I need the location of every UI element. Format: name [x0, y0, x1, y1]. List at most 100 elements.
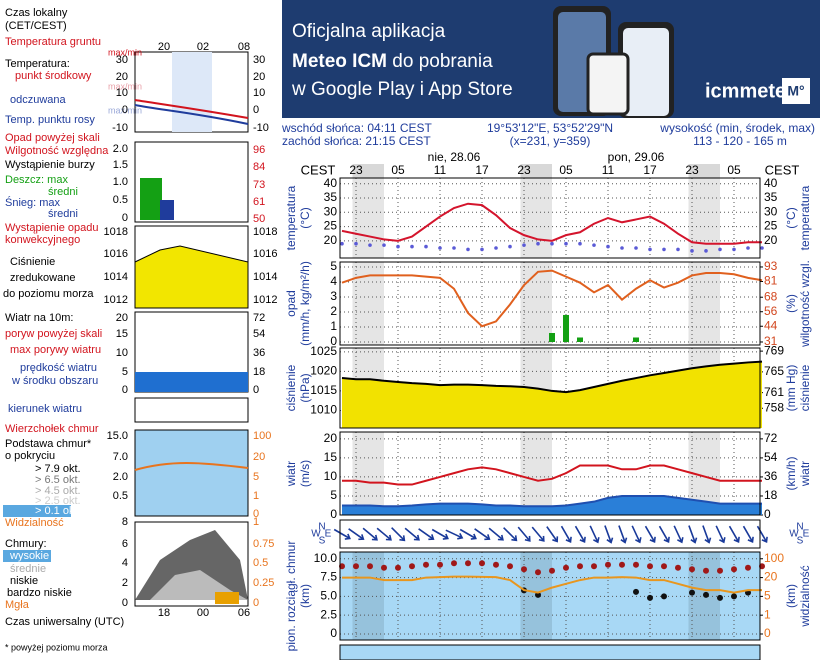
- wind-arrow: [333, 528, 351, 540]
- banner[interactable]: [282, 0, 820, 118]
- legend-tick: 15.0: [107, 430, 128, 442]
- legend-tick: 5: [122, 366, 128, 378]
- day-label: pon, 29.06: [608, 150, 665, 164]
- label-box: [3, 505, 71, 517]
- wind-arrow: [488, 527, 504, 541]
- y2-axis-title: (%): [784, 294, 798, 313]
- coords: 19°53'12"E, 53°52'29"N: [487, 121, 613, 135]
- x-tick-label: 11: [434, 163, 447, 177]
- legend-tick: 0: [122, 384, 128, 396]
- point: [606, 244, 610, 249]
- y-tick-label: 10.0: [314, 551, 338, 565]
- point: [690, 249, 694, 253]
- point: [703, 567, 709, 574]
- compass-label: E: [325, 529, 332, 540]
- y2-tick-label: 30: [764, 204, 778, 218]
- legend-tick: 2.0: [113, 143, 128, 155]
- point: [661, 593, 667, 600]
- series-area: [342, 361, 762, 428]
- y-axis-title: opad: [284, 290, 298, 317]
- legend-label: > 0.1 okt.: [35, 505, 81, 517]
- point: [717, 594, 723, 601]
- night-band: [520, 164, 552, 178]
- wind-arrow: [688, 525, 698, 544]
- point: [564, 241, 568, 246]
- point: [689, 589, 695, 596]
- panel-background: [339, 644, 761, 660]
- y-tick-label: 2.5: [320, 607, 337, 621]
- mini-area: [135, 530, 248, 600]
- panel-frame: [339, 177, 761, 259]
- y2-tick-label: 100: [764, 551, 784, 565]
- banner-bold: Meteo ICM: [292, 51, 387, 72]
- mini-area: [135, 372, 248, 392]
- compass-label: E: [803, 529, 810, 540]
- legend-tick: 30: [116, 54, 128, 66]
- y-axis-title: (km): [298, 584, 312, 608]
- legend-tick: 1016: [104, 248, 128, 260]
- point: [452, 246, 456, 250]
- compass-label: W: [789, 529, 799, 540]
- legend-tick: 02: [197, 41, 209, 53]
- point: [382, 243, 386, 247]
- elevation-label: wysokość (min, środek, max): [659, 121, 815, 135]
- point: [340, 241, 344, 246]
- y-tick-label: 1025: [310, 344, 337, 358]
- legend-tick: 36: [253, 347, 265, 359]
- point: [410, 244, 414, 249]
- point: [633, 561, 639, 568]
- y2-tick-label: 35: [764, 190, 778, 204]
- legend-label: wysokie: [9, 550, 49, 562]
- y-axis-title: (°C): [298, 207, 312, 228]
- y-tick-label: 1: [330, 319, 337, 333]
- bar: [563, 314, 569, 342]
- legend-tick: -10: [253, 122, 269, 134]
- y-tick-label: 25: [324, 219, 338, 233]
- point: [535, 591, 541, 598]
- point: [620, 246, 624, 250]
- legend-tick: 20: [158, 41, 170, 53]
- y-tick-label: 0: [330, 334, 337, 348]
- mini-line: [134, 462, 249, 471]
- legend-tick: 0: [253, 104, 259, 116]
- legend-label: Wiatr na 10m:: [5, 312, 73, 324]
- point: [508, 244, 512, 249]
- point: [465, 560, 471, 567]
- y-tick-label: 20: [324, 233, 338, 247]
- point: [717, 567, 723, 574]
- banner-line: Oficjalna aplikacja: [292, 21, 446, 42]
- y-tick-label: 5.0: [320, 589, 337, 603]
- legend-tick: 8: [122, 516, 128, 528]
- x-tick-label: 23: [517, 163, 531, 177]
- legend-label: o pokryciu: [5, 450, 55, 462]
- y-tick-label: 0: [330, 626, 337, 640]
- legend-tick: 5: [253, 471, 259, 483]
- night-band: [688, 164, 720, 178]
- y2-tick-label: 72: [764, 431, 778, 445]
- night-band: [520, 432, 552, 515]
- y2-tick-label: 54: [764, 450, 778, 464]
- wind-arrow: [348, 528, 365, 541]
- panel-frame: [339, 519, 761, 549]
- wind-arrow: [546, 526, 559, 543]
- point: [577, 563, 583, 570]
- legend-label: prędkość wiatru: [20, 362, 97, 374]
- point: [424, 244, 428, 249]
- y2-tick-label: 20: [764, 233, 778, 247]
- legend-tick: 0.75: [253, 538, 274, 550]
- point: [592, 243, 596, 247]
- point: [437, 561, 443, 568]
- y2-axis-title: temperatura: [798, 185, 812, 250]
- sunrise: wschód słońca: 04:11 CEST: [281, 121, 433, 135]
- panel-frame: [339, 431, 761, 516]
- y2-axis-title: (km/h): [784, 457, 798, 491]
- legend-tick: 2.0: [113, 471, 128, 483]
- timezone: CEST: [765, 162, 800, 177]
- night-band: [520, 262, 552, 345]
- legend-label: poryw powyżej skali: [5, 328, 102, 340]
- legend-tick: 0: [122, 104, 128, 116]
- wind-arrow: [618, 525, 628, 544]
- legend-label: max/min: [108, 47, 142, 57]
- y2-tick-label: 1: [764, 607, 771, 621]
- legend-tick: 2: [122, 577, 128, 589]
